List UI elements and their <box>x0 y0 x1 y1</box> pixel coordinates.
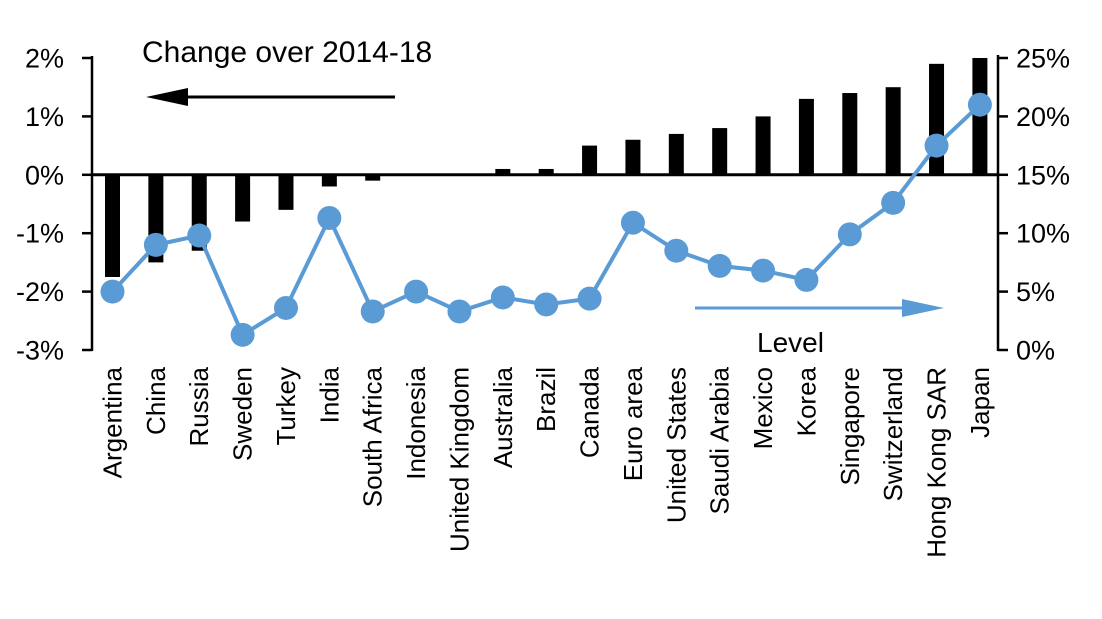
bar <box>798 98 814 175</box>
category-label: Mexico <box>748 367 778 449</box>
data-point <box>534 292 559 317</box>
data-point <box>273 295 298 320</box>
data-point <box>447 299 472 324</box>
bar <box>235 174 251 222</box>
data-point <box>881 190 906 215</box>
bar <box>885 87 901 175</box>
bar <box>668 133 684 175</box>
category-label: China <box>141 366 171 434</box>
category-label: Korea <box>791 366 821 436</box>
right-axis-tick-label: 15% <box>1016 160 1070 190</box>
category-label: Hong Kong SAR <box>922 367 952 558</box>
category-label: Australia <box>488 366 518 468</box>
left-axis-tick-label: -3% <box>16 336 64 366</box>
category-label: Argentina <box>98 366 128 478</box>
bar <box>495 168 511 175</box>
left-axis-tick-label: -2% <box>16 277 64 307</box>
data-point <box>577 286 602 311</box>
data-point <box>837 222 862 247</box>
category-label: Sweden <box>228 367 258 461</box>
level-arrow-head-right <box>902 299 944 317</box>
left-axis-tick-label: -1% <box>16 219 64 249</box>
data-point <box>143 232 168 257</box>
bar <box>582 145 598 175</box>
category-label: Indonesia <box>401 366 431 479</box>
category-label: United States <box>661 367 691 523</box>
bar <box>625 139 641 175</box>
data-point <box>404 279 429 304</box>
data-point <box>100 279 125 304</box>
category-label: Russia <box>184 366 214 446</box>
category-label: Switzerland <box>878 367 908 501</box>
left-axis-tick-label: 1% <box>25 102 64 132</box>
right-series-annotation: Level <box>757 327 824 358</box>
right-axis-tick-label: 20% <box>1016 102 1070 132</box>
bar <box>278 174 294 210</box>
bar <box>321 174 337 187</box>
data-point <box>360 299 385 324</box>
data-point <box>794 267 819 292</box>
data-point <box>490 285 515 310</box>
right-axis-tick-label: 25% <box>1016 44 1070 74</box>
bar <box>538 168 554 175</box>
left-axis-tick-label: 2% <box>25 44 64 74</box>
data-point <box>664 238 689 263</box>
category-label: Japan <box>965 367 995 438</box>
category-label: Turkey <box>271 367 301 446</box>
data-point <box>924 133 949 158</box>
category-label: Brazil <box>531 367 561 432</box>
data-point <box>967 92 992 117</box>
data-point <box>707 253 732 278</box>
bar <box>755 116 771 175</box>
left-axis-tick-label: 0% <box>25 160 64 190</box>
data-point <box>317 206 342 231</box>
data-point <box>230 322 255 347</box>
left-series-annotation: Change over 2014-18 <box>142 36 432 69</box>
data-point <box>620 210 645 235</box>
data-point <box>187 223 212 248</box>
bar <box>712 128 728 175</box>
category-label: Singapore <box>835 367 865 486</box>
right-axis-tick-label: 10% <box>1016 219 1070 249</box>
bar <box>842 93 858 175</box>
category-label: South Africa <box>358 366 388 507</box>
bar <box>365 174 381 181</box>
change-arrow-head-left <box>146 88 188 106</box>
category-label: United Kingdom <box>444 367 474 552</box>
category-label: Canada <box>575 366 605 458</box>
right-axis-tick-label: 0% <box>1016 336 1055 366</box>
category-label: Saudi Arabia <box>705 366 735 514</box>
category-label: India <box>314 366 344 423</box>
right-axis-tick-label: 5% <box>1016 277 1055 307</box>
data-point <box>751 258 776 283</box>
bar <box>105 174 120 277</box>
category-label: Euro area <box>618 366 648 481</box>
bar <box>929 63 945 175</box>
